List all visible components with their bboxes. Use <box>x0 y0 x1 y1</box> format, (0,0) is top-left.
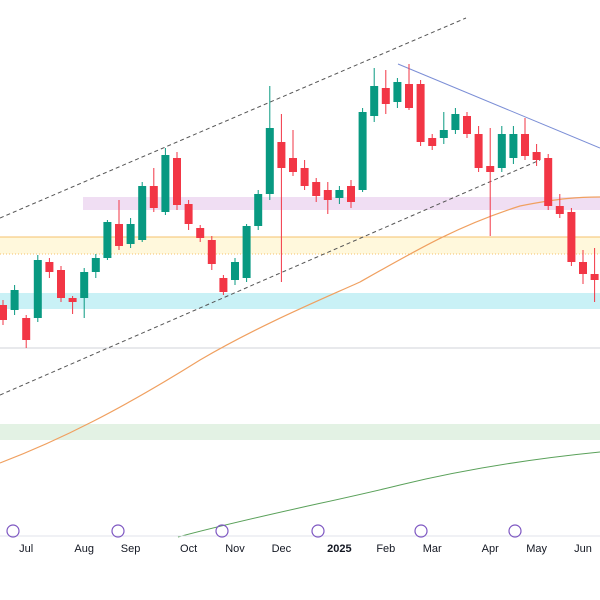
candle-body <box>393 82 402 102</box>
candle-body <box>149 186 158 208</box>
candle-body <box>358 112 367 190</box>
candle-body <box>300 168 309 186</box>
candles <box>0 64 599 348</box>
candle-body <box>277 142 286 168</box>
candle-body <box>91 258 100 272</box>
candle-body <box>231 262 239 280</box>
event-icon <box>111 524 125 538</box>
candle-body <box>10 290 19 310</box>
x-tick-label: Jun <box>574 543 592 555</box>
x-tick-label: Nov <box>225 543 245 555</box>
candle-body <box>451 114 460 130</box>
candle-body <box>80 272 89 298</box>
candle-body <box>289 158 297 172</box>
candle-body <box>184 204 193 224</box>
candle-body <box>196 228 205 238</box>
channel-upper <box>0 17 467 219</box>
candle-body <box>254 194 263 226</box>
candle-body <box>173 158 181 205</box>
candle-body <box>161 155 170 212</box>
candle-body <box>405 84 413 108</box>
trendline <box>397 63 600 149</box>
x-tick-label: Oct <box>180 543 197 555</box>
zone-cyan <box>0 293 600 309</box>
candle-body <box>0 305 7 320</box>
candle-body <box>33 260 42 318</box>
candle-body <box>265 128 274 194</box>
candle-body <box>370 86 379 116</box>
x-tick-label: Sep <box>121 543 141 555</box>
x-tick-label: Feb <box>376 543 395 555</box>
candle-body <box>45 262 54 272</box>
candle-body <box>22 318 31 340</box>
moving-average <box>177 451 600 538</box>
candle-body <box>428 138 437 146</box>
candle-body <box>521 134 529 156</box>
candle-body <box>68 298 77 302</box>
candle-body <box>509 134 518 158</box>
candle-body <box>544 158 553 206</box>
channel-lower <box>0 159 541 396</box>
zone-purple <box>83 197 600 210</box>
candle-body <box>590 274 599 280</box>
candle-body <box>381 88 390 104</box>
moving-average <box>0 196 600 464</box>
candle-body <box>242 226 251 278</box>
x-tick-label: Apr <box>482 543 499 555</box>
candle-body <box>555 206 564 214</box>
candle-body <box>439 130 448 138</box>
event-icon <box>311 524 325 538</box>
candle-body <box>219 278 228 292</box>
x-tick-label: Jul <box>19 543 33 555</box>
candle-body <box>138 186 147 240</box>
drawings <box>0 17 600 538</box>
candle-body <box>347 186 355 202</box>
event-icon <box>6 524 20 538</box>
candle-body <box>126 224 135 244</box>
event-icon <box>215 524 229 538</box>
candle-body <box>463 116 471 134</box>
event-icon <box>414 524 428 538</box>
x-tick-label: Dec <box>272 543 292 555</box>
candle-body <box>497 134 506 168</box>
candle-body <box>115 224 123 246</box>
candle-body <box>57 270 65 298</box>
event-icon <box>508 524 522 538</box>
candle-body <box>579 262 587 274</box>
x-tick-label: May <box>526 543 547 555</box>
event-icons <box>6 524 522 538</box>
candle-body <box>207 240 216 264</box>
candle-body <box>335 190 344 198</box>
candle-body <box>486 166 495 172</box>
candle-body <box>103 222 112 258</box>
zone-green <box>0 424 600 440</box>
x-tick-label: Aug <box>74 543 94 555</box>
candle-body <box>532 152 541 160</box>
zone-yellow <box>0 237 600 254</box>
candle-body <box>416 84 425 142</box>
candle-body <box>312 182 321 196</box>
candle-body <box>474 134 483 168</box>
candle-body <box>323 190 332 200</box>
zones <box>0 197 600 440</box>
candle-body <box>567 212 576 262</box>
x-tick-label: Mar <box>423 543 442 555</box>
x-tick-label: 2025 <box>327 543 351 555</box>
